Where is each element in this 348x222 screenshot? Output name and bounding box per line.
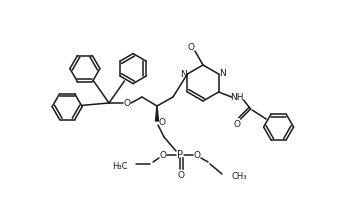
Text: O: O — [158, 117, 166, 127]
Text: O: O — [159, 151, 166, 159]
Text: O: O — [193, 151, 200, 159]
Text: P: P — [177, 150, 183, 160]
Text: N: N — [219, 69, 226, 77]
Text: N: N — [180, 69, 187, 79]
Text: O: O — [124, 99, 130, 107]
Text: O: O — [177, 170, 184, 180]
Text: CH₃: CH₃ — [232, 172, 247, 180]
Text: O: O — [188, 42, 195, 52]
Text: H₃C: H₃C — [112, 161, 128, 170]
Text: NH: NH — [230, 93, 243, 101]
Polygon shape — [156, 106, 158, 121]
Text: O: O — [233, 119, 240, 129]
